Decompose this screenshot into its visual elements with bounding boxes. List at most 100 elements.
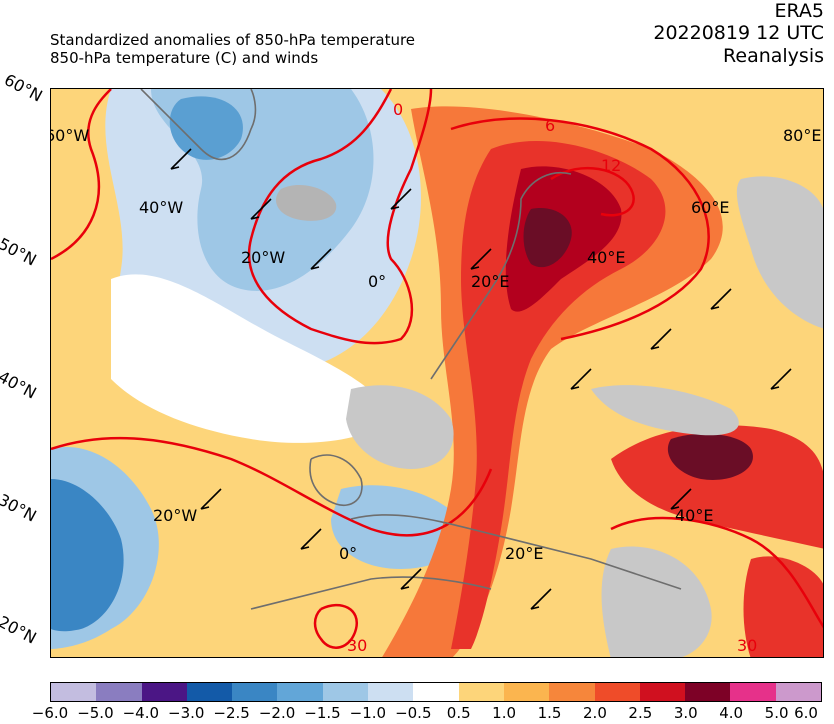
colorbar-cell <box>594 683 640 701</box>
wind-barb <box>570 368 592 390</box>
colorbar-tick-label: 2.0 <box>583 704 607 722</box>
colorbar-cell <box>51 683 97 701</box>
warm-anomaly-europe-red <box>451 140 666 649</box>
lon-label-0: 0° <box>368 272 386 291</box>
isotherm-0 <box>247 89 433 345</box>
colorbar-tick-label: 1.0 <box>492 704 517 722</box>
colorbar-tick-label: −1.0 <box>349 704 387 722</box>
isotherm-6 <box>450 117 710 341</box>
lat-label-20n: 20°N <box>0 612 40 648</box>
colorbar-ticks: −6.0 −5.0 −4.0 −3.0 −2.5 −2.0 −1.5 −1.0 −0.5 0.5 1… <box>0 704 834 724</box>
colorbar-cell <box>639 683 686 701</box>
wind-barb <box>200 488 222 510</box>
wind-barbs <box>170 148 792 610</box>
wind-barb <box>170 148 192 170</box>
colorbar-cell <box>368 683 414 701</box>
lon-label-20e-south: 20°E <box>505 544 543 563</box>
isotherm-label-30: 30 <box>347 636 367 655</box>
colorbar-cell <box>232 683 278 701</box>
lat-label-40n: 40°N <box>0 367 40 403</box>
wind-barb <box>390 188 412 210</box>
isotherm-label-12: 12 <box>601 156 621 175</box>
cool-anomaly-mediterranean <box>331 485 463 569</box>
lat-label-50n: 50°N <box>0 234 40 270</box>
colorbar-cell <box>685 683 731 701</box>
coastline-mediterranean <box>350 514 682 590</box>
coastline-iberia <box>309 454 363 506</box>
isotherm-contours <box>51 89 823 649</box>
colorbar-cell <box>141 683 187 701</box>
warm-anomaly-mideast-maroon <box>667 433 753 480</box>
isotherm-atlantic <box>51 89 112 261</box>
wind-barb <box>770 368 792 390</box>
colorbar-tick-label: −2.5 <box>213 704 250 722</box>
isotherm-12 <box>550 166 635 217</box>
wind-barb <box>400 568 422 590</box>
lon-label-20w-south: 20°W <box>153 506 197 525</box>
lon-label-80e: 80°E <box>783 126 821 145</box>
warm-anomaly-mideast-red <box>611 425 823 549</box>
colorbar-tick-label: −1.5 <box>304 704 341 722</box>
neutral-land-central <box>346 385 454 469</box>
lon-label-60e: 60°E <box>691 198 729 217</box>
wind-barb <box>470 248 492 270</box>
wind-barb <box>300 528 322 550</box>
cool-anomaly-southwest-deep <box>51 479 124 632</box>
colorbar-cell <box>775 683 822 701</box>
lon-label-40e-south: 40°E <box>675 506 713 525</box>
dataset-label: ERA5 <box>774 0 824 22</box>
isotherm-30-africa <box>313 603 359 649</box>
wind-barb <box>670 488 692 510</box>
colorbar-tick-label: −2.0 <box>258 704 296 722</box>
isotherm-label-30-east: 30 <box>737 636 757 655</box>
product-label: Reanalysis <box>723 45 824 67</box>
colorbar-tick-label: −0.5 <box>395 704 432 722</box>
warm-anomaly-scandinavia-maroon <box>523 208 572 268</box>
colorbar-cell <box>730 683 776 701</box>
colorbar-tick-label: −3.0 <box>168 704 205 722</box>
colorbar-cell <box>503 683 550 701</box>
wind-barb <box>650 328 672 350</box>
isotherm-south <box>51 436 493 537</box>
map-subtitle-line-1: Standardized anomalies of 850-hPa temper… <box>50 31 416 49</box>
white-neutral-mid-atlantic <box>111 274 391 443</box>
colorbar-tick-label: 0.5 <box>446 704 471 722</box>
isotherm-label-6: 6 <box>545 116 555 135</box>
datetime-label: 20220819 12 UTC <box>653 22 824 44</box>
colorbar-tick-label: −5.0 <box>77 704 114 722</box>
colorbar-cell <box>458 683 504 701</box>
coastlines <box>140 89 682 610</box>
colorbar-tick-label: 3.0 <box>673 704 698 722</box>
wind-barb <box>310 248 332 270</box>
lon-label-60w: 60°W <box>51 126 89 145</box>
coastline-europe <box>430 172 572 380</box>
isotherm-label-0: 0 <box>393 100 403 119</box>
anomaly-map: 60°W 40°W 20°W 0° 20°E 40°E 60°E 80°E 20… <box>51 89 823 657</box>
iceland-gray <box>276 184 337 221</box>
wind-barb <box>250 198 272 220</box>
lon-label-0-south: 0° <box>339 544 357 563</box>
colorbar-cell <box>413 683 459 701</box>
colorbar-tick-label: −6.0 <box>31 704 69 722</box>
colorbar-tick-label: −4.0 <box>122 704 160 722</box>
colorbar-cell <box>277 683 323 701</box>
colorbar-tick-label: 5.0 <box>764 704 789 722</box>
colorbar-cell <box>322 683 369 701</box>
colorbar-cell <box>186 683 233 701</box>
anomaly-colorbar <box>50 682 822 702</box>
coastline-africa <box>250 576 492 610</box>
lon-label-20e: 20°E <box>471 272 509 291</box>
colorbar-tick-label: 1.5 <box>537 704 562 722</box>
colorbar-tick-label: 6.0 <box>794 704 818 722</box>
colorbar-cell <box>96 683 142 701</box>
neutral-land-middle-east <box>591 385 739 436</box>
lon-label-20w: 20°W <box>241 248 285 267</box>
colorbar-tick-label: 2.5 <box>628 704 653 722</box>
lat-label-30n: 30°N <box>0 490 40 526</box>
lat-label-60n: 60°N <box>1 70 46 106</box>
map-panel: 60°W 40°W 20°W 0° 20°E 40°E 60°E 80°E 20… <box>50 88 824 658</box>
colorbar-tick-label: 4.0 <box>719 704 744 722</box>
wind-barb <box>530 588 552 610</box>
cool-anomaly-greenland-blue <box>169 96 243 160</box>
wind-barb <box>710 288 732 310</box>
